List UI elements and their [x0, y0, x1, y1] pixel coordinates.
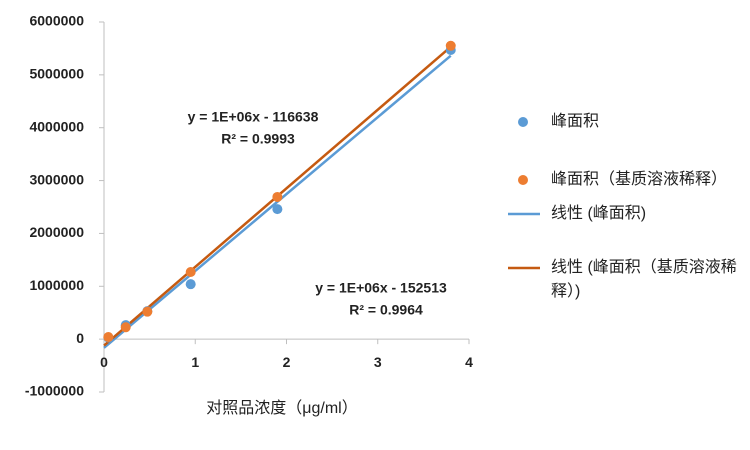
point — [445, 40, 456, 51]
legend-item: 峰面积 — [504, 110, 744, 134]
legend-label: 峰面积（基质溶液稀释） — [551, 171, 728, 188]
x-tick-label: 2 — [283, 354, 291, 370]
y-tick-label: -1000000 — [25, 383, 84, 399]
point — [185, 267, 196, 278]
legend: 峰面积峰面积（基质溶液稀释） 线性 (峰面积) 线性 (峰面积（基质溶液稀释）) — [504, 110, 744, 334]
point — [103, 332, 114, 343]
legend-key — [518, 117, 528, 127]
trendline-equation: y = 1E+06x - 152513 — [315, 280, 447, 296]
x-tick-label: 0 — [100, 354, 108, 370]
point — [185, 279, 196, 290]
legend-item: 线性 (峰面积) — [504, 202, 744, 226]
legend-item: 峰面积（基质溶液稀释） — [504, 168, 744, 192]
point — [142, 306, 153, 317]
x-tick-label: 4 — [465, 354, 473, 370]
legend-label: 线性 (峰面积) — [551, 205, 647, 222]
x-axis-label: 对照品浓度（μg/ml） — [206, 399, 357, 417]
legend-item: 线性 (峰面积（基质溶液稀释）) — [504, 256, 744, 304]
point — [120, 322, 131, 333]
legend-key — [518, 175, 528, 185]
y-tick-label: 3000000 — [29, 171, 84, 187]
legend-key — [508, 212, 540, 216]
y-tick-label: 1000000 — [29, 277, 84, 293]
x-tick-label: 3 — [374, 354, 382, 370]
trendline-equation: R² = 0.9993 — [221, 131, 295, 147]
y-tick-label: 2000000 — [29, 224, 84, 240]
y-tick-label: 5000000 — [29, 66, 84, 82]
point — [272, 204, 283, 215]
trendline-equation: y = 1E+06x - 116638 — [188, 109, 319, 125]
legend-marker — [518, 175, 528, 185]
legend-key — [508, 266, 540, 270]
y-tick-label: 4000000 — [29, 118, 84, 134]
y-tick-label: 6000000 — [29, 13, 84, 29]
point — [272, 191, 283, 202]
legend-label: 线性 (峰面积（基质溶液稀释）) — [551, 259, 737, 300]
x-tick-label: 1 — [191, 354, 199, 370]
trendline-equation: R² = 0.9964 — [349, 302, 423, 318]
legend-label: 峰面积 — [551, 113, 600, 130]
legend-marker — [518, 117, 528, 127]
y-tick-label: 0 — [76, 330, 84, 346]
